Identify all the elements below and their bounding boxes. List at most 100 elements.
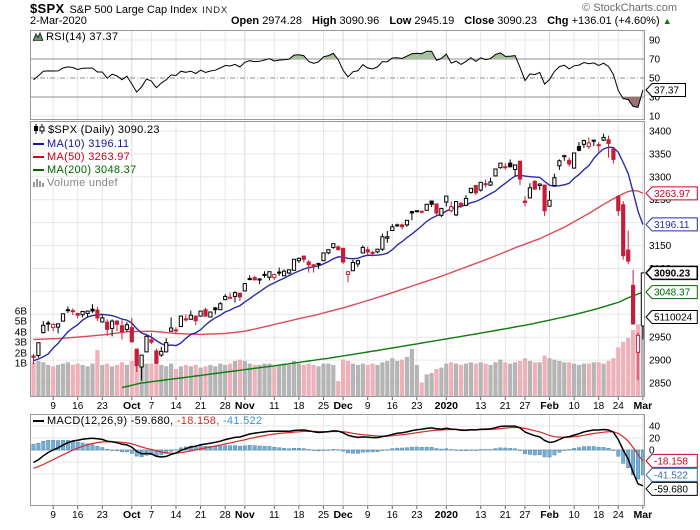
candle [522,200,528,204]
svg-text:2020: 2020 [435,400,459,412]
macd-histogram-bar [144,449,149,456]
volume-bar [301,364,306,396]
macd-histogram-bar [105,449,110,451]
volume-bar [375,364,380,396]
volume-bar [31,362,36,397]
macd-histogram-bar [473,449,478,451]
macd-histogram-bar [306,449,311,451]
candle [159,350,164,356]
volume-bar [173,369,179,396]
svg-text:3150: 3150 [649,241,672,252]
candle [429,200,434,205]
volume-bar [105,363,110,396]
macd-legend-label: MACD(12,26,9) [47,415,128,427]
svg-text:23: 23 [411,510,423,521]
svg-text:27: 27 [519,510,531,521]
volume-bar [365,364,370,396]
macd-value: -59.680, [130,415,174,427]
svg-text:Nov: Nov [235,400,255,412]
volume-bar [459,364,464,396]
candle [616,196,621,212]
volume-bar [385,360,390,396]
volume-bar [424,374,429,396]
macd-histogram-bar [277,447,282,451]
candle [242,283,247,292]
volume-bar [498,359,503,396]
macd-histogram-bar [552,449,557,456]
volume-bar [591,362,596,397]
candle [517,160,523,180]
candle [262,273,267,276]
svg-text:2B: 2B [15,349,28,360]
macd-histogram-bar [301,448,306,451]
volume-bar [493,362,498,397]
macd-histogram-bar [247,445,252,451]
candle [404,219,410,226]
volume-bars [31,324,645,397]
candle [173,329,179,332]
value-tag [645,186,698,201]
svg-text:7: 7 [149,401,155,412]
volume-bar [380,362,385,397]
candle [287,269,292,274]
candle [498,162,503,169]
volume-bar [277,364,282,396]
svg-text:-41.522: -41.522 [654,470,688,481]
candle [635,334,641,353]
volume-bar [100,364,105,396]
chg-value: +136.01 (+4.60%) [571,15,660,27]
candle [473,185,478,194]
macd-histogram-bar [400,447,405,451]
volume-bar [626,337,631,396]
candle [537,183,542,187]
candle [223,295,228,301]
candle [449,206,454,212]
ma50-legend: MA(50) 3263.97 [33,151,160,164]
candle [586,142,591,148]
macd-histogram-bar [444,448,449,451]
volume-bar [336,381,341,396]
high-label: High [312,15,337,27]
svg-text:2850: 2850 [649,378,672,389]
macd-histogram-bar [483,449,488,451]
volume-bar [164,366,169,396]
candle [272,273,277,279]
svg-text:7: 7 [149,510,155,521]
volume-bar [601,363,606,396]
macd-histogram-bar [640,449,645,476]
candle [154,350,159,364]
svg-text:Dec: Dec [333,400,352,412]
volume-bar [370,363,375,396]
svg-text:9: 9 [50,510,56,521]
volume-bar [291,360,297,396]
macd-histogram-bar [390,448,395,451]
candle [424,203,429,211]
macd-histogram-bar [36,442,41,451]
volume-bar [282,363,287,396]
candle [203,309,208,317]
ohlc-quote-row: Open 2974.28 High 3090.96 Low 2945.19 Cl… [231,15,672,27]
macd-histogram-bar [350,449,355,454]
volume-bar [306,363,311,396]
price-legend: $SPX (Daily) 3090.23 MA(10) 3196.11 MA(5… [33,124,160,191]
candle [390,226,395,232]
volume-bar [596,362,601,397]
volume-bar [552,359,557,396]
chart-header: $SPX S&P 500 Large Cap Index INDX [30,1,228,16]
price-legend-symbol-row: $SPX (Daily) 3090.23 [33,124,160,138]
candle [493,168,498,177]
candle [114,320,120,325]
volume-bar [409,348,414,397]
volume-bar [134,354,139,396]
volume-bar [360,363,365,396]
macd-histogram-bar [498,447,503,451]
candle [439,207,444,216]
macd-histogram-bar [46,440,51,451]
candle [70,310,75,313]
candle [85,310,90,314]
grid-lines [30,30,645,506]
svg-text:23: 23 [411,401,423,412]
candle [65,309,71,312]
macd-histogram-bar [631,449,636,476]
volume-bar [390,358,395,396]
